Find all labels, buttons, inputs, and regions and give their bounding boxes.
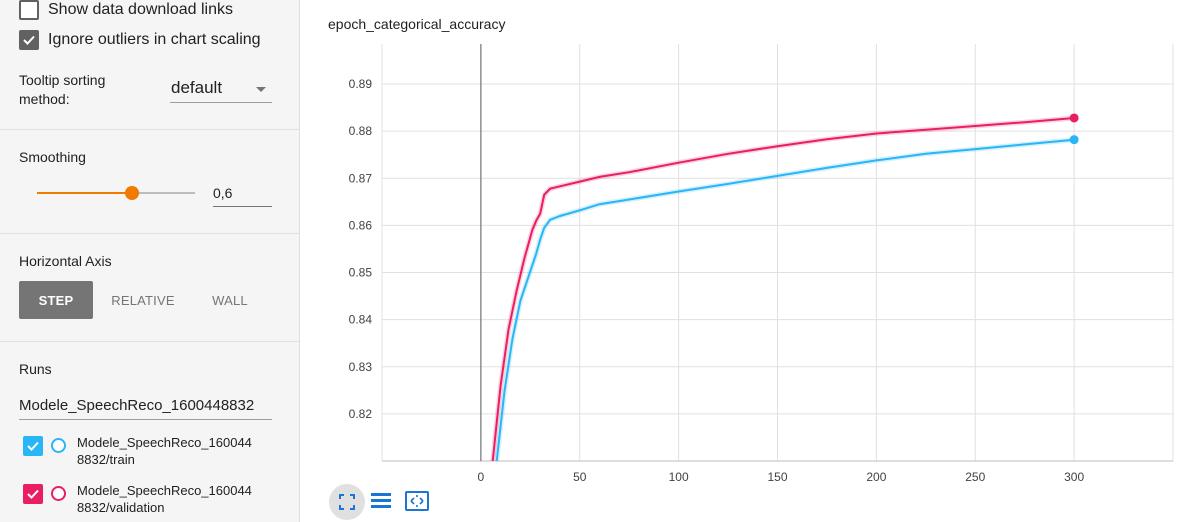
y-tick-label: 0.84 bbox=[349, 313, 373, 327]
ignore-outliers-checkbox[interactable] bbox=[19, 30, 39, 50]
run-checkbox[interactable] bbox=[23, 484, 43, 504]
y-tick-label: 0.89 bbox=[349, 77, 373, 91]
series-line bbox=[491, 117, 1075, 461]
smoothing-slider-thumb[interactable] bbox=[124, 186, 139, 200]
tooltip-sorting-select[interactable]: default bbox=[170, 76, 272, 103]
chart-card: epoch_categorical_accuracy 0.82 0.83 0.84 0… bbox=[300, 0, 1189, 522]
tooltip-sorting-label-line1: Tooltip sorting bbox=[19, 72, 106, 88]
expand-icon[interactable] bbox=[402, 486, 432, 516]
smoothing-slider[interactable] bbox=[37, 186, 195, 200]
run-label: Modele_SpeechReco_160044 8832/train bbox=[77, 434, 277, 468]
series-halo bbox=[494, 137, 1075, 461]
x-tick-label: 100 bbox=[669, 470, 689, 484]
smoothing-value-input[interactable]: 0,6 bbox=[213, 178, 272, 207]
chart-plot[interactable]: 0.82 0.83 0.84 0.85 0.86 0.87 0.88 0.89 0 50 100 15… bbox=[300, 0, 1189, 490]
divider bbox=[0, 341, 300, 342]
x-tick-label: 0 bbox=[478, 470, 485, 484]
x-tick-label: 150 bbox=[767, 470, 787, 484]
smoothing-slider-fill bbox=[37, 192, 132, 194]
divider bbox=[0, 129, 300, 130]
dropdown-arrow-icon bbox=[256, 87, 266, 92]
run-color-circle-icon[interactable] bbox=[51, 438, 66, 453]
runs-label: Runs bbox=[19, 361, 52, 377]
tooltip-sorting-value: default bbox=[171, 78, 223, 97]
show-download-links-label: Show data download links bbox=[48, 1, 234, 18]
axis-wall-button[interactable]: WALL bbox=[212, 292, 248, 308]
run-label-line1: Modele_SpeechReco_160044 bbox=[77, 435, 252, 450]
run-color-circle-icon[interactable] bbox=[51, 486, 66, 501]
runs-filter-input[interactable]: Modele_SpeechReco_1600448832 bbox=[19, 392, 272, 420]
y-tick-label: 0.87 bbox=[349, 171, 373, 185]
run-label-line2: 8832/train bbox=[77, 452, 135, 467]
x-tick-label: 300 bbox=[1064, 470, 1084, 484]
y-tick-label: 0.83 bbox=[349, 360, 373, 374]
ignore-outliers-label: Ignore outliers in chart scaling bbox=[48, 31, 261, 48]
run-label: Modele_SpeechReco_160044 8832/validation bbox=[77, 482, 277, 516]
sidebar: Show data download links Ignore outliers… bbox=[0, 0, 300, 522]
show-download-links-row[interactable]: Show data download links bbox=[19, 0, 233, 20]
axis-step-button[interactable]: STEP bbox=[19, 281, 93, 319]
axis-relative-button[interactable]: RELATIVE bbox=[111, 292, 175, 308]
tooltip-sorting-label: Tooltip sorting method: bbox=[19, 71, 105, 109]
run-item[interactable]: Modele_SpeechReco_160044 8832/train bbox=[23, 434, 277, 468]
series-end-point bbox=[1069, 135, 1079, 145]
horizontal-axis-label: Horizontal Axis bbox=[19, 253, 112, 269]
run-label-line2: 8832/validation bbox=[77, 500, 165, 515]
run-label-line1: Modele_SpeechReco_160044 bbox=[77, 483, 252, 498]
y-tick-label: 0.82 bbox=[349, 407, 373, 421]
run-checkbox[interactable] bbox=[23, 436, 43, 456]
toggle-log-icon[interactable] bbox=[366, 486, 396, 516]
smoothing-label: Smoothing bbox=[19, 149, 86, 165]
y-tick-label: 0.86 bbox=[349, 218, 373, 232]
divider bbox=[0, 233, 300, 234]
series-end-point bbox=[1069, 113, 1079, 123]
series-line bbox=[495, 138, 1075, 461]
tooltip-sorting-label-line2: method: bbox=[19, 91, 70, 107]
x-tick-label: 200 bbox=[866, 470, 886, 484]
y-tick-label: 0.85 bbox=[349, 266, 373, 280]
x-tick-label: 250 bbox=[965, 470, 985, 484]
show-download-links-checkbox[interactable] bbox=[19, 0, 39, 20]
y-tick-label: 0.88 bbox=[349, 124, 373, 138]
ignore-outliers-row[interactable]: Ignore outliers in chart scaling bbox=[19, 30, 261, 50]
fit-domain-icon[interactable] bbox=[329, 484, 365, 520]
run-item[interactable]: Modele_SpeechReco_160044 8832/validation bbox=[23, 482, 277, 516]
chart-title: epoch_categorical_accuracy bbox=[328, 16, 506, 32]
x-tick-label: 50 bbox=[573, 470, 587, 484]
